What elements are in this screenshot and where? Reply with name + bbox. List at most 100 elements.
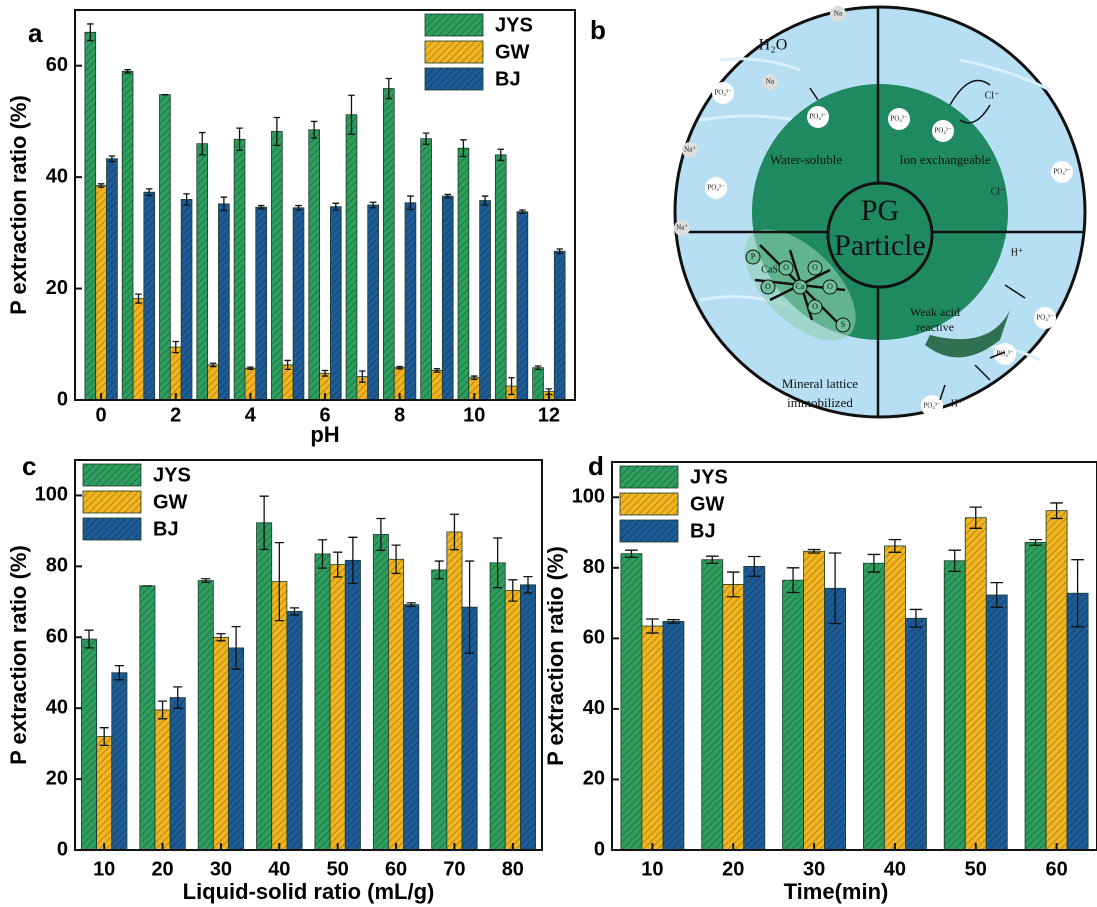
- bar: [965, 518, 986, 850]
- legend-label: BJ: [153, 518, 179, 540]
- bar: [520, 585, 535, 850]
- page: b PG Particle Water-soluble Ion exchange…: [0, 0, 1097, 907]
- ion-label: Cl⁻: [985, 90, 1000, 101]
- bar: [309, 130, 320, 400]
- bar: [144, 192, 155, 400]
- bar: [96, 186, 107, 401]
- bar: [905, 618, 926, 850]
- y-axis-label: P extraction ratio (%): [543, 546, 568, 766]
- bar: [107, 159, 118, 400]
- x-tick-label: 30: [803, 858, 825, 880]
- ion-label: Na⁺: [684, 146, 696, 154]
- bar: [170, 698, 185, 850]
- bar: [863, 563, 884, 850]
- lattice-label: S: [841, 320, 845, 329]
- y-axis-label: P extraction ratio (%): [6, 545, 31, 765]
- legend-swatch: [425, 68, 483, 90]
- bar: [97, 737, 112, 850]
- x-tick-label: 4: [245, 404, 257, 426]
- ion-label: Na: [834, 10, 843, 18]
- region-label: Mineral lattice: [782, 376, 858, 391]
- legend-label: JYS: [690, 466, 728, 488]
- center-label: Particle: [834, 229, 926, 262]
- bar: [330, 565, 345, 850]
- y-tick-label: 40: [583, 697, 605, 719]
- ion-label: H⁺: [951, 398, 964, 409]
- x-tick-label: 10: [641, 858, 663, 880]
- y-tick-label: 100: [572, 486, 605, 508]
- bar: [480, 201, 491, 400]
- diagram: b PG Particle Water-soluble Ion exchange…: [590, 6, 1085, 417]
- chart: 0204060801001020304050607080Liquid-solid…: [6, 451, 542, 904]
- x-tick-label: 40: [268, 858, 290, 880]
- x-tick-label: 50: [965, 858, 987, 880]
- legend-swatch: [620, 493, 678, 515]
- bar: [495, 155, 506, 400]
- bar: [287, 611, 302, 850]
- bar: [1025, 542, 1046, 850]
- legend-label: BJ: [495, 68, 521, 90]
- bar: [346, 115, 357, 400]
- x-tick-label: 8: [394, 404, 405, 426]
- bar: [405, 203, 416, 400]
- bar: [272, 582, 287, 850]
- x-tick-label: 50: [327, 858, 349, 880]
- x-tick-label: 0: [96, 404, 107, 426]
- x-tick-label: 20: [151, 858, 173, 880]
- bar: [181, 199, 192, 400]
- bar: [257, 523, 272, 850]
- bar: [442, 196, 453, 400]
- chart: 0204060024681012pHP extraction ratio (%)…: [6, 10, 575, 447]
- legend-label: GW: [690, 493, 725, 515]
- bar: [517, 212, 528, 400]
- panel-label: c: [22, 451, 36, 481]
- y-tick-label: 20: [46, 767, 68, 789]
- x-tick-label: 40: [884, 858, 906, 880]
- lattice-label: O: [827, 282, 833, 291]
- legend-swatch: [83, 518, 141, 540]
- bar: [383, 89, 394, 400]
- bar: [170, 347, 181, 400]
- region-label: Water-soluble: [770, 152, 843, 167]
- x-tick-label: 20: [722, 858, 744, 880]
- bar: [986, 595, 1007, 850]
- y-tick-label: 0: [57, 388, 68, 410]
- ion-label: H₂O: [759, 37, 788, 54]
- lattice-label: P: [751, 252, 756, 261]
- x-tick-label: 60: [1045, 858, 1067, 880]
- bar: [256, 207, 267, 400]
- ion-label: PO₄³⁻: [934, 127, 951, 135]
- x-tick-label: 10: [463, 404, 485, 426]
- bar: [85, 32, 96, 400]
- legend-label: JYS: [153, 464, 191, 486]
- x-tick-label: 10: [93, 858, 115, 880]
- bar: [197, 144, 208, 400]
- y-tick-label: 40: [46, 696, 68, 718]
- lattice-label: O: [765, 282, 771, 291]
- bar: [155, 710, 170, 850]
- bar: [533, 368, 544, 400]
- bar: [133, 299, 144, 400]
- x-tick-label: 80: [502, 858, 524, 880]
- ion-label: PO₄³⁻: [1053, 168, 1070, 176]
- ion-label: PO₄³⁻: [707, 184, 724, 192]
- legend-swatch: [425, 41, 483, 63]
- panel-label: d: [588, 451, 604, 481]
- ion-label: Cl⁻: [991, 186, 1006, 197]
- bar: [1067, 593, 1088, 850]
- bar: [642, 626, 663, 850]
- bar: [373, 534, 388, 850]
- bar: [702, 560, 723, 850]
- region-label: reactive: [916, 320, 954, 334]
- bar: [213, 637, 228, 850]
- y-tick-label: 0: [594, 838, 605, 860]
- bar: [160, 95, 171, 400]
- bar: [432, 570, 447, 850]
- bar: [663, 621, 684, 850]
- legend-label: JYS: [495, 14, 533, 36]
- legend-label: BJ: [690, 520, 716, 542]
- x-tick-label: 70: [443, 858, 465, 880]
- ion-label: Na⁺: [676, 224, 688, 232]
- ion-label: Na: [766, 78, 775, 86]
